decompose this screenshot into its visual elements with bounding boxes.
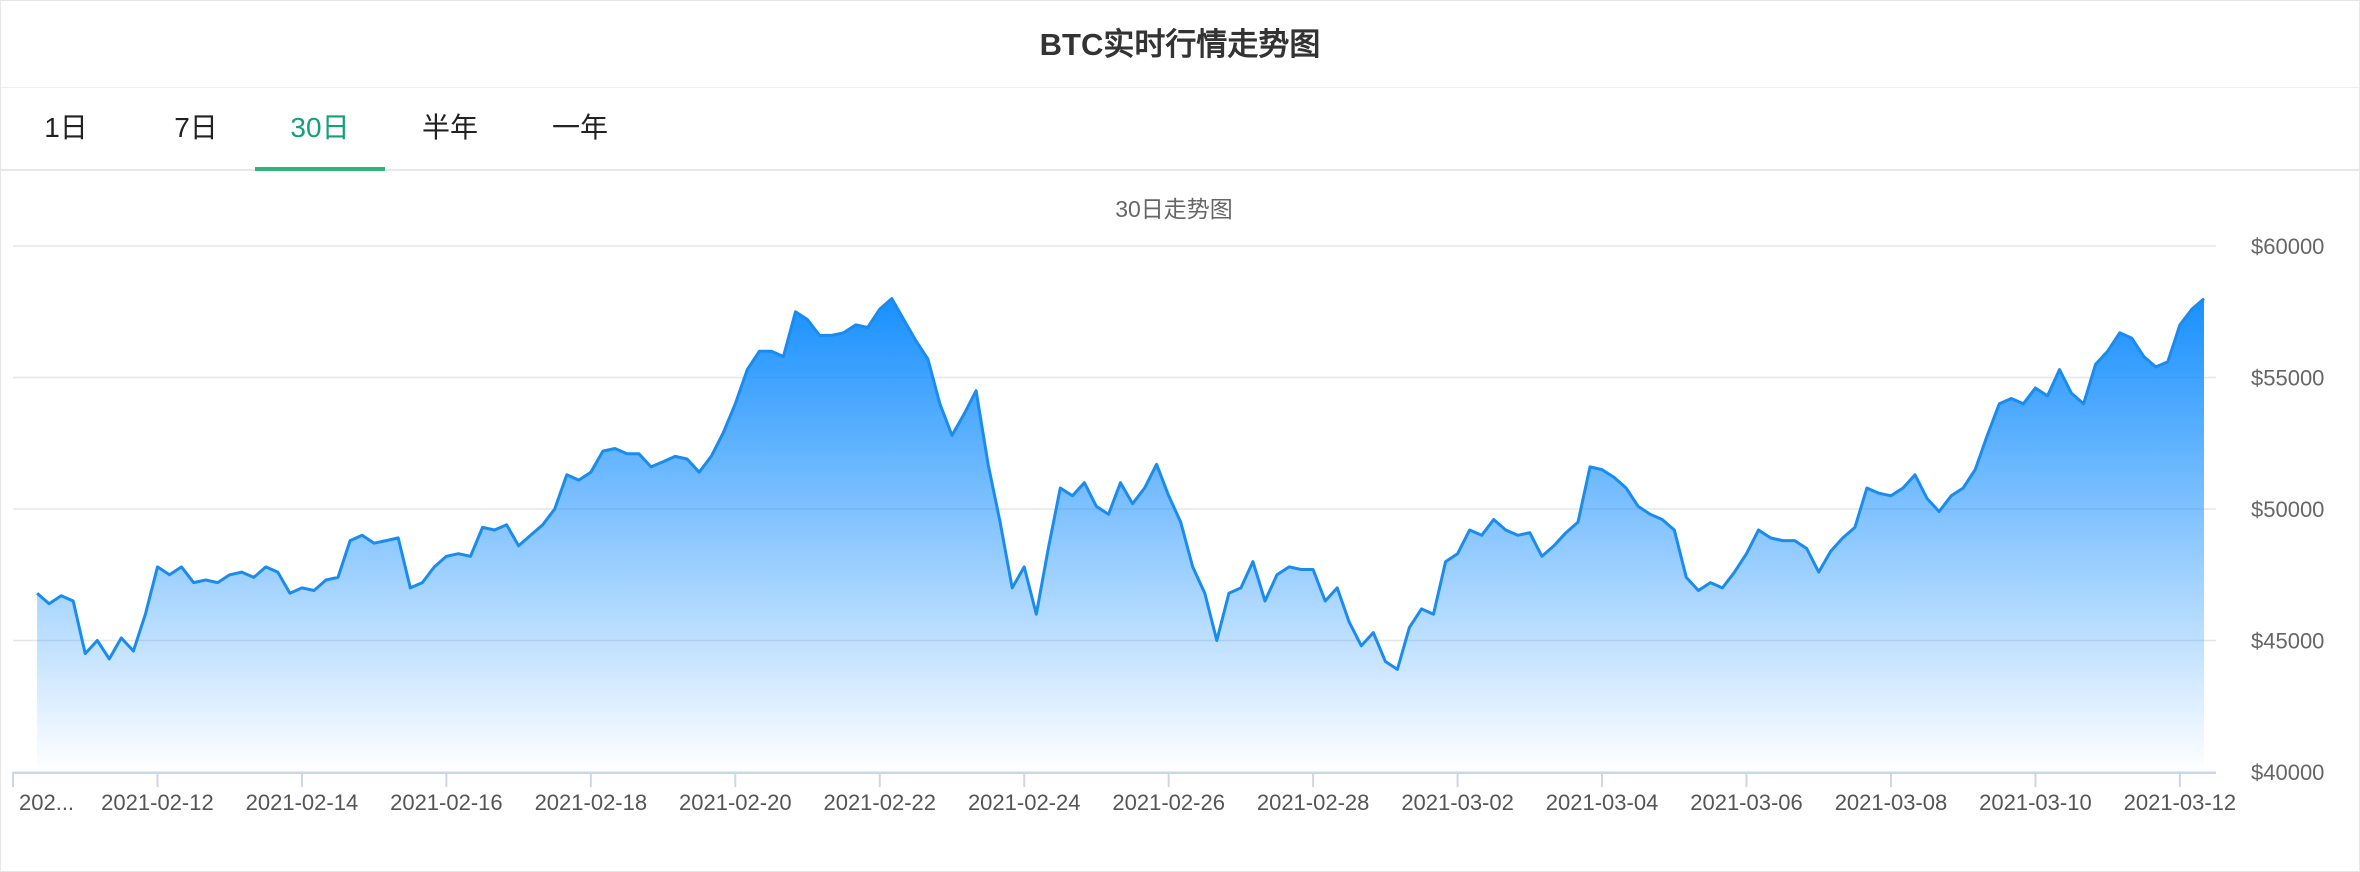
x-tick-label: 2021-03-02 [1401, 790, 1514, 815]
line [36, 297, 2205, 671]
x-tick-label: 2021-02-18 [535, 790, 648, 815]
y-tick-label: $55000 [2251, 365, 2324, 390]
x-tick-label: 2021-02-26 [1112, 790, 1225, 815]
tab[interactable]: 半年 [421, 112, 478, 143]
x-tick-label: 2021-03-06 [1690, 790, 1803, 815]
x-tick-label: 2021-02-22 [823, 790, 936, 815]
chart: 30日走势图 $40000 $45000 $50000 $55000 $60000 202… [12, 196, 2324, 815]
x-tick-label: 2021-02-20 [679, 790, 792, 815]
x-tick-label: 2021-03-08 [1835, 790, 1948, 815]
chart-title: 30日走势图 [1115, 196, 1233, 222]
x-tick-label: 2021-02-28 [1257, 790, 1370, 815]
tab[interactable]: 一年 [551, 112, 608, 143]
x-tick-label: 2021-03-04 [1546, 790, 1659, 815]
x-tick-label: 2021-02-12 [101, 790, 214, 815]
x-tick-label: 2021-02-16 [390, 790, 503, 815]
tab[interactable]: 7日 [174, 112, 218, 143]
x-tick-label: 2021-02-24 [968, 790, 1081, 815]
y-tick-label: $60000 [2251, 234, 2324, 259]
page-title: BTC实时行情走势图 [1, 1, 2359, 88]
y-tick-label: $40000 [2251, 760, 2324, 785]
y-tick-label: $50000 [2251, 497, 2324, 522]
tab[interactable]: 1日 [44, 112, 88, 143]
x-tick-label: 2021-02-14 [246, 790, 359, 815]
x-tick-label: 2021-03-12 [2124, 790, 2237, 815]
x-tick-label: 202... [19, 790, 74, 815]
area [37, 298, 2204, 772]
tab-bar: 1日 7日 30日 半年 一年 [1, 88, 2359, 171]
tab[interactable]: 30日 [255, 88, 385, 171]
y-tick-label: $45000 [2251, 628, 2324, 653]
x-tick-label: 2021-03-10 [1979, 790, 2092, 815]
